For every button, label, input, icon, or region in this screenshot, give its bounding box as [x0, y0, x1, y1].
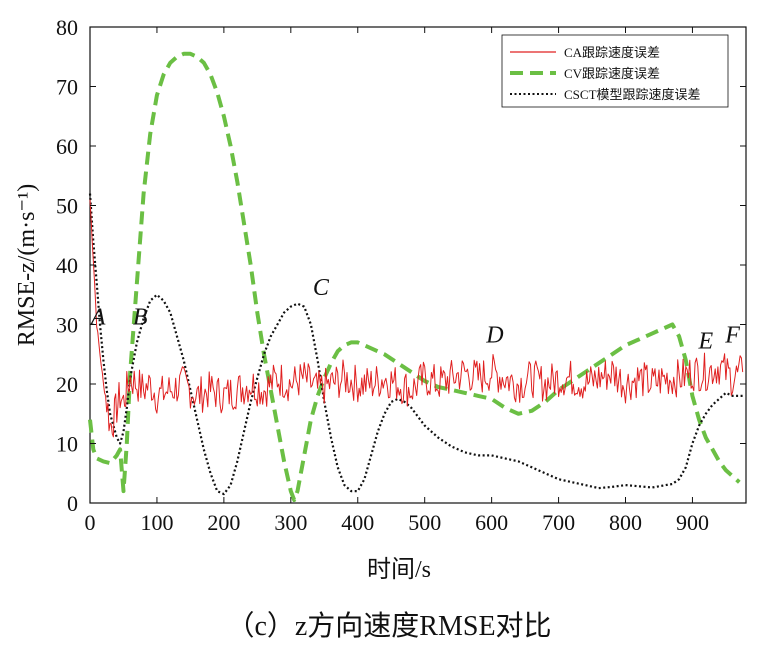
x-tick-label: 300 — [274, 510, 307, 535]
x-axis-label: 时间/s — [367, 556, 431, 583]
annotation-d: D — [485, 322, 503, 348]
x-tick-label: 100 — [140, 510, 173, 535]
annotation-e: E — [698, 328, 714, 354]
x-tick-label: 900 — [676, 510, 709, 535]
y-tick-label: 50 — [56, 194, 78, 219]
y-tick-label: 70 — [56, 75, 78, 100]
y-tick-label: 80 — [56, 15, 78, 40]
series-cv-line — [88, 51, 741, 502]
x-tick-label: 500 — [408, 510, 441, 535]
x-tick-label: 600 — [475, 510, 508, 535]
x-tick-label: 400 — [341, 510, 374, 535]
legend: CA跟踪速度误差 CV跟踪速度误差 CSCT模型跟踪速度误差 — [501, 34, 729, 108]
ticks-layer: 0 100 200 300 400 500 600 700 800 900 0 10 20 30 40 50 6… — [56, 15, 746, 535]
y-tick-label: 20 — [56, 372, 78, 397]
legend-label-ca: CA跟踪速度误差 — [564, 45, 660, 60]
y-tick-label: 60 — [56, 134, 78, 159]
annotation-b: B — [133, 305, 148, 331]
x-tick-label: 0 — [85, 510, 96, 535]
x-tick-label: 200 — [207, 510, 240, 535]
legend-label-cv: CV跟踪速度误差 — [564, 66, 660, 81]
series-csct-line — [88, 193, 743, 496]
y-axis-label: RMSE-z/(m·s⁻¹) — [14, 184, 40, 347]
y-tick-label: 40 — [56, 253, 78, 278]
x-tick-label: 700 — [542, 510, 575, 535]
y-tick-label: 30 — [56, 313, 78, 338]
figure-caption: （c）z方向速度RMSE对比 — [226, 610, 551, 642]
annotation-a: A — [89, 305, 106, 331]
annotation-c: C — [313, 275, 330, 301]
series-layer — [88, 51, 744, 502]
annotation-f: F — [724, 322, 740, 348]
x-tick-label: 800 — [609, 510, 642, 535]
legend-label-csct: CSCT模型跟踪速度误差 — [564, 87, 701, 102]
y-tick-label: 10 — [56, 432, 78, 457]
annotation-layer: A B C D E F — [89, 275, 741, 355]
series-ca-line — [89, 199, 744, 438]
y-tick-label: 0 — [67, 491, 78, 516]
